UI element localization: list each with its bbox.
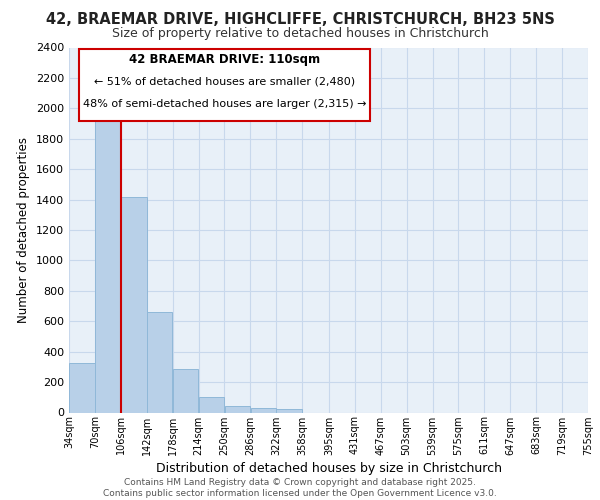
Bar	[121, 198, 146, 412]
Bar	[95, 108, 121, 412]
Text: Contains HM Land Registry data © Crown copyright and database right 2025.
Contai: Contains HM Land Registry data © Crown c…	[103, 478, 497, 498]
Bar	[224, 406, 250, 412]
X-axis label: Distribution of detached houses by size in Christchurch: Distribution of detached houses by size …	[155, 462, 502, 474]
Bar	[251, 408, 276, 412]
Bar	[147, 312, 172, 412]
Bar	[69, 363, 95, 412]
Text: 42, BRAEMAR DRIVE, HIGHCLIFFE, CHRISTCHURCH, BH23 5NS: 42, BRAEMAR DRIVE, HIGHCLIFFE, CHRISTCHU…	[46, 12, 554, 28]
Bar	[277, 410, 302, 412]
Text: 48% of semi-detached houses are larger (2,315) →: 48% of semi-detached houses are larger (…	[83, 98, 367, 108]
Bar	[173, 369, 199, 412]
Text: Size of property relative to detached houses in Christchurch: Size of property relative to detached ho…	[112, 28, 488, 40]
Y-axis label: Number of detached properties: Number of detached properties	[17, 137, 31, 323]
FancyBboxPatch shape	[79, 50, 370, 120]
Bar	[199, 398, 224, 412]
Text: 42 BRAEMAR DRIVE: 110sqm: 42 BRAEMAR DRIVE: 110sqm	[129, 53, 320, 66]
Text: ← 51% of detached houses are smaller (2,480): ← 51% of detached houses are smaller (2,…	[94, 76, 355, 86]
